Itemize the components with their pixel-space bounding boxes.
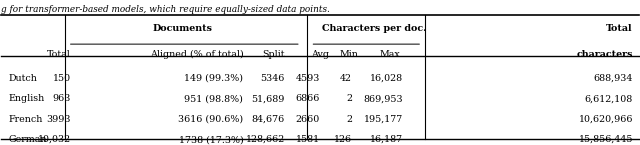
Text: Aligned (% of total): Aligned (% of total) <box>150 50 243 59</box>
Text: Split: Split <box>262 50 285 59</box>
Text: French: French <box>8 115 43 124</box>
Text: 84,676: 84,676 <box>252 115 285 124</box>
Text: 3616 (90.6%): 3616 (90.6%) <box>179 115 243 124</box>
Text: 10,032: 10,032 <box>38 135 71 144</box>
Text: 128,662: 128,662 <box>246 135 285 144</box>
Text: 2: 2 <box>346 94 352 103</box>
Text: 16,028: 16,028 <box>370 74 403 83</box>
Text: 4593: 4593 <box>296 74 320 83</box>
Text: 42: 42 <box>340 74 352 83</box>
Text: Min: Min <box>339 50 358 59</box>
Text: Total: Total <box>606 24 633 33</box>
Text: 869,953: 869,953 <box>364 94 403 103</box>
Text: 15,856,445: 15,856,445 <box>579 135 633 144</box>
Text: 126: 126 <box>334 135 352 144</box>
Text: 150: 150 <box>53 74 71 83</box>
Text: 1738 (17.3%): 1738 (17.3%) <box>179 135 243 144</box>
Text: 5346: 5346 <box>260 74 285 83</box>
Text: 149 (99.3%): 149 (99.3%) <box>184 74 243 83</box>
Text: 10,620,966: 10,620,966 <box>579 115 633 124</box>
Text: 6,612,108: 6,612,108 <box>585 94 633 103</box>
Text: 6866: 6866 <box>296 94 320 103</box>
Text: German: German <box>8 135 47 144</box>
Text: Avg: Avg <box>311 50 329 59</box>
Text: 3993: 3993 <box>47 115 71 124</box>
Text: 951 (98.8%): 951 (98.8%) <box>184 94 243 103</box>
Text: 51,689: 51,689 <box>252 94 285 103</box>
Text: 2660: 2660 <box>296 115 320 124</box>
Text: Characters per doc.: Characters per doc. <box>322 24 426 33</box>
Text: g for transformer-based models, which require equally-sized data points.: g for transformer-based models, which re… <box>1 5 330 14</box>
Text: 16,187: 16,187 <box>370 135 403 144</box>
Text: characters: characters <box>577 50 633 59</box>
Text: Max: Max <box>380 50 401 59</box>
Text: 2: 2 <box>346 115 352 124</box>
Text: Dutch: Dutch <box>8 74 37 83</box>
Text: Total: Total <box>47 50 71 59</box>
Text: 1581: 1581 <box>296 135 320 144</box>
Text: 963: 963 <box>52 94 71 103</box>
Text: 195,177: 195,177 <box>364 115 403 124</box>
Text: 688,934: 688,934 <box>593 74 633 83</box>
Text: English: English <box>8 94 45 103</box>
Text: Documents: Documents <box>153 24 212 33</box>
